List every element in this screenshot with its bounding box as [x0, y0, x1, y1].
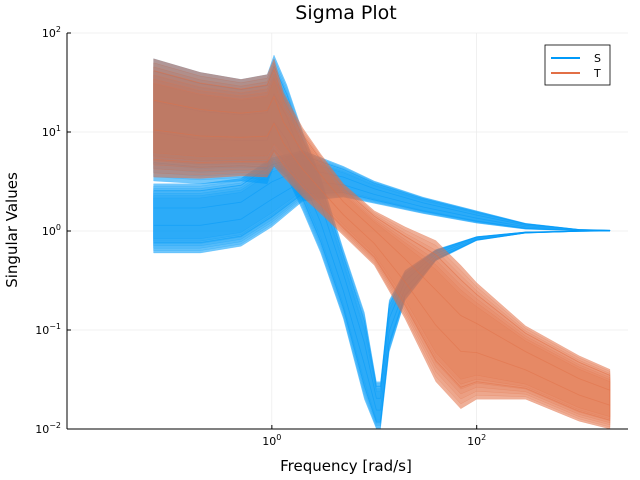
- y-tick-label: 10−2: [35, 421, 61, 436]
- x-axis-title: Frequency [rad/s]: [280, 457, 412, 475]
- series-s-trace: [153, 192, 611, 243]
- series-t-band: [153, 61, 611, 428]
- legend: S T: [544, 44, 611, 86]
- series-t-band: [153, 65, 611, 426]
- legend-box: [544, 44, 611, 86]
- series-s-trace: [153, 180, 611, 232]
- series-s-trace: [153, 155, 611, 231]
- series-t-trace: [153, 149, 611, 421]
- x-tick-label: 100: [262, 433, 281, 448]
- series-t-trace: [153, 95, 611, 391]
- y-tick-label: 10−1: [35, 322, 61, 337]
- y-axis-title: Singular Values: [3, 172, 21, 288]
- series-t-trace: [153, 122, 611, 406]
- chart-title: Sigma Plot: [295, 2, 396, 24]
- y-tick-label: 102: [42, 25, 61, 40]
- axes: [66, 32, 628, 430]
- series-t-trace: [153, 68, 611, 376]
- y-tick-label: 100: [42, 223, 61, 238]
- data-bands: [153, 54, 611, 429]
- tick-labels: 100 102 10−2 10−1 100 101 102: [35, 25, 486, 448]
- series-t-band: [153, 80, 611, 418]
- y-tick-label: 101: [42, 124, 61, 139]
- series-s-trace: [153, 167, 611, 231]
- series-t-band: [153, 76, 611, 420]
- x-tick-label: 102: [467, 433, 486, 448]
- series-t-band: [153, 57, 611, 429]
- legend-label-s: S: [594, 52, 601, 65]
- legend-label-t: T: [593, 67, 601, 80]
